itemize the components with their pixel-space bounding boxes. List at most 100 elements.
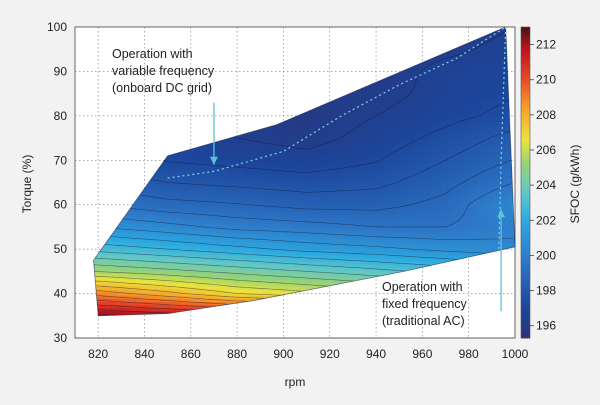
heatmap-cell (373, 165, 379, 169)
heatmap-cell (303, 211, 309, 215)
heatmap-cell (182, 230, 188, 234)
heatmap-cell (378, 255, 384, 259)
heatmap-cell (297, 242, 303, 246)
heatmap-cell (199, 165, 205, 169)
heatmap-cell (187, 165, 193, 169)
heatmap-cell (367, 146, 373, 150)
heatmap-cell (320, 208, 326, 212)
heatmap-cell (286, 246, 292, 250)
heatmap-cell (297, 143, 303, 147)
heatmap-cell (239, 159, 245, 163)
heatmap-cell (182, 252, 188, 256)
heatmap-cell (332, 202, 338, 206)
heatmap-cell (187, 190, 193, 194)
heatmap-cell (234, 155, 240, 159)
heatmap-cell (193, 289, 199, 293)
heatmap-cell (170, 196, 176, 200)
heatmap-cell (228, 227, 234, 231)
heatmap-cell (349, 124, 355, 128)
heatmap-cell (297, 196, 303, 200)
heatmap-cell (332, 249, 338, 253)
heatmap-cell (268, 277, 274, 281)
heatmap-cell (349, 214, 355, 218)
heatmap-cell (320, 199, 326, 203)
heatmap-cell (315, 205, 321, 209)
heatmap-cell (199, 274, 205, 278)
heatmap-cell (124, 242, 130, 246)
heatmap-cell (361, 106, 367, 110)
heatmap-cell (297, 267, 303, 271)
heatmap-cell (222, 149, 228, 153)
heatmap-cell (384, 115, 390, 119)
heatmap-cell (320, 174, 326, 178)
heatmap-cell (234, 224, 240, 228)
heatmap-cell (292, 140, 298, 144)
heatmap-cell (373, 134, 379, 138)
heatmap-cell (182, 205, 188, 209)
heatmap-cell (338, 264, 344, 268)
heatmap-cell (124, 230, 130, 234)
heatmap-cell (384, 230, 390, 234)
heatmap-cell (332, 143, 338, 147)
heatmap-cell (268, 190, 274, 194)
heatmap-cell (349, 99, 355, 103)
heatmap-cell (309, 162, 315, 166)
heatmap-cell (309, 183, 315, 187)
heatmap-cell (274, 180, 280, 184)
heatmap-cell (193, 149, 199, 153)
heatmap-cell (129, 233, 135, 237)
heatmap-cell (193, 155, 199, 159)
heatmap-cell (239, 214, 245, 218)
heatmap-cell (164, 270, 170, 274)
heatmap-cell (187, 283, 193, 287)
heatmap-cell (182, 295, 188, 299)
heatmap-cell (373, 227, 379, 231)
heatmap-cell (292, 211, 298, 215)
heatmap-cell (338, 152, 344, 156)
heatmap-cell (182, 305, 188, 309)
heatmap-cell (216, 193, 222, 197)
heatmap-cell (216, 208, 222, 212)
heatmap-cell (320, 214, 326, 218)
heatmap-cell (274, 127, 280, 131)
heatmap-cell (193, 221, 199, 225)
heatmap-cell (170, 214, 176, 218)
heatmap-cell (274, 159, 280, 163)
heatmap-cell (332, 112, 338, 116)
heatmap-cell (326, 171, 332, 175)
heatmap-cell (124, 224, 130, 228)
heatmap-cell (292, 134, 298, 138)
heatmap-cell (205, 190, 211, 194)
heatmap-cell (344, 227, 350, 231)
heatmap-cell (176, 267, 182, 271)
heatmap-cell (338, 267, 344, 271)
heatmap-cell (338, 255, 344, 259)
heatmap-cell (245, 295, 251, 299)
heatmap-cell (216, 146, 222, 150)
heatmap-cell (135, 274, 141, 278)
heatmap-cell (309, 180, 315, 184)
heatmap-cell (384, 239, 390, 243)
heatmap-cell (297, 264, 303, 268)
heatmap-cell (344, 162, 350, 166)
heatmap-cell (297, 155, 303, 159)
heatmap-cell (193, 239, 199, 243)
heatmap-cell (274, 155, 280, 159)
heatmap-cell (355, 199, 361, 203)
heatmap-cell (228, 255, 234, 259)
heatmap-cell (210, 230, 216, 234)
heatmap-cell (355, 115, 361, 119)
heatmap-cell (326, 261, 332, 265)
heatmap-cell (205, 187, 211, 191)
heatmap-cell (199, 236, 205, 240)
heatmap-cell (384, 190, 390, 194)
heatmap-cell (193, 224, 199, 228)
heatmap-cell (349, 115, 355, 119)
heatmap-cell (210, 205, 216, 209)
heatmap-cell (263, 134, 269, 138)
heatmap-cell (332, 115, 338, 119)
heatmap-cell (355, 270, 361, 274)
heatmap-cell (95, 270, 101, 274)
heatmap-cell (199, 218, 205, 222)
